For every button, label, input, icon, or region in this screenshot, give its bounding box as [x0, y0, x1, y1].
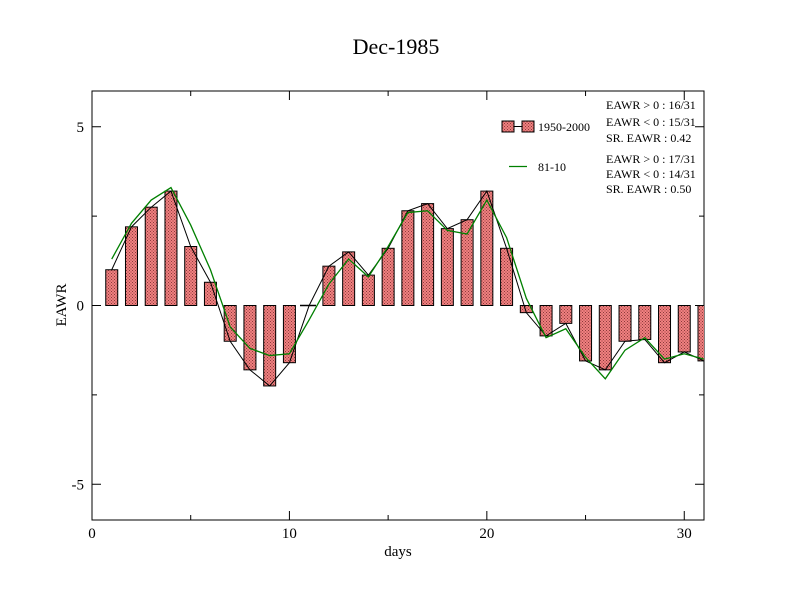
bar-day-12 [322, 265, 336, 306]
legend-bar-swatch-left [501, 120, 515, 133]
bar-day-28 [638, 305, 652, 340]
x-tick-label: 30 [677, 526, 692, 542]
legend: 1950-2000 81-10 EAWR > 0 : 16/31 EAWR < … [501, 98, 696, 196]
legend-stat-1950-2000-positive: EAWR > 0 : 16/31 [606, 98, 696, 112]
bar-day-9 [263, 305, 277, 387]
bar-day-15 [381, 247, 395, 307]
chart-title: Dec-1985 [353, 34, 440, 59]
legend-stat-81-10-negative: EAWR < 0 : 14/31 [606, 167, 696, 181]
bar-day-2 [124, 226, 138, 307]
bar-day-30 [677, 305, 691, 353]
bar-day-7 [223, 305, 237, 342]
legend-stat-1950-2000-negative: EAWR < 0 : 15/31 [606, 115, 696, 129]
x-axis-label: days [384, 544, 412, 560]
legend-stat-81-10-positive: EAWR > 0 : 17/31 [606, 152, 696, 166]
x-tick-label: 20 [479, 526, 494, 542]
bar-day-31 [697, 305, 704, 362]
legend-stat-81-10-ratio: SR. EAWR : 0.50 [606, 182, 691, 196]
line-81-10 [111, 186, 704, 380]
bar-day-24 [559, 305, 573, 324]
bar-series-1950-2000 [105, 190, 704, 387]
bar-day-8 [243, 305, 257, 371]
y-tick-label: 5 [77, 120, 85, 136]
legend-bar-swatch-right [521, 120, 535, 133]
y-tick-label: -5 [72, 477, 85, 493]
bar-day-4 [164, 190, 178, 307]
bar-day-19 [460, 219, 474, 306]
legend-label-81-10: 81-10 [538, 160, 566, 174]
x-tick-label: 10 [282, 526, 297, 542]
x-tick-label: 0 [88, 526, 96, 542]
bar-day-18 [440, 228, 454, 306]
bar-day-27 [618, 305, 632, 342]
bar-day-1 [105, 269, 119, 306]
bar-day-21 [500, 247, 514, 307]
bar-day-5 [184, 246, 198, 306]
bar-day-3 [144, 206, 158, 306]
bar-day-26 [598, 305, 612, 371]
y-tick-label: 0 [77, 299, 85, 315]
legend-label-1950-2000: 1950-2000 [538, 120, 590, 134]
line-1950-2000 [111, 190, 704, 387]
y-axis-ticks: -5 0 5 [72, 120, 704, 493]
line-series [111, 186, 704, 387]
bar-day-14 [361, 274, 375, 306]
legend-stat-1950-2000-ratio: SR. EAWR : 0.42 [606, 131, 691, 145]
bar-day-17 [421, 203, 435, 306]
y-axis-label: EAWR [54, 284, 70, 327]
x-axis-ticks: 0 10 20 30 [88, 91, 692, 542]
bar-day-16 [401, 210, 415, 306]
